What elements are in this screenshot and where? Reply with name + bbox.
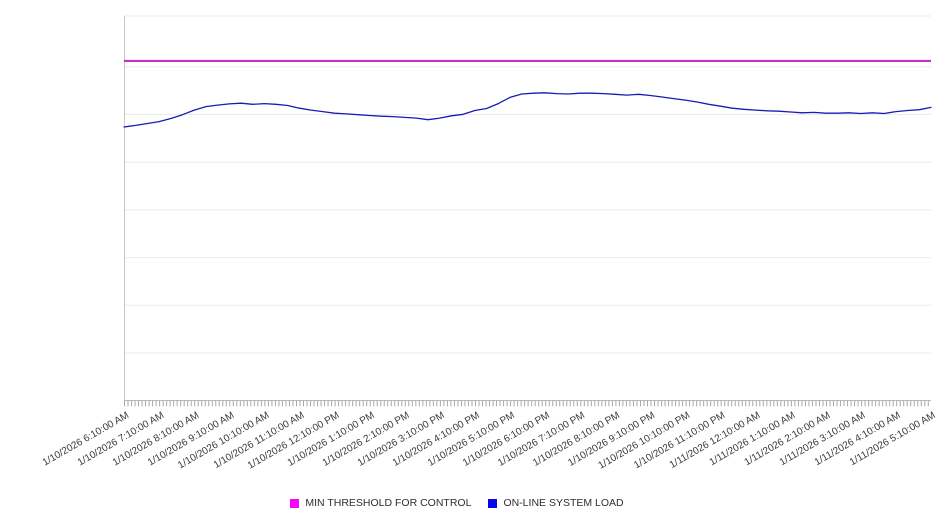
legend-label-min-threshold: MIN THRESHOLD FOR CONTROL	[305, 497, 472, 509]
legend-item-min-threshold: MIN THRESHOLD FOR CONTROL	[290, 497, 471, 509]
legend-item-system-load: ON-LINE SYSTEM LOAD	[488, 497, 624, 509]
legend-label-system-load: ON-LINE SYSTEM LOAD	[503, 497, 624, 509]
system-load-line	[123, 92, 932, 128]
legend-swatch-system-load	[488, 498, 498, 508]
chart-legend: MIN THRESHOLD FOR CONTROL ON-LINE SYSTEM…	[0, 497, 930, 509]
line-chart: 1/10/2026 6:10:00 AM1/10/2026 7:10:00 AM…	[41, 15, 938, 472]
legend-swatch-min-threshold	[290, 498, 300, 508]
